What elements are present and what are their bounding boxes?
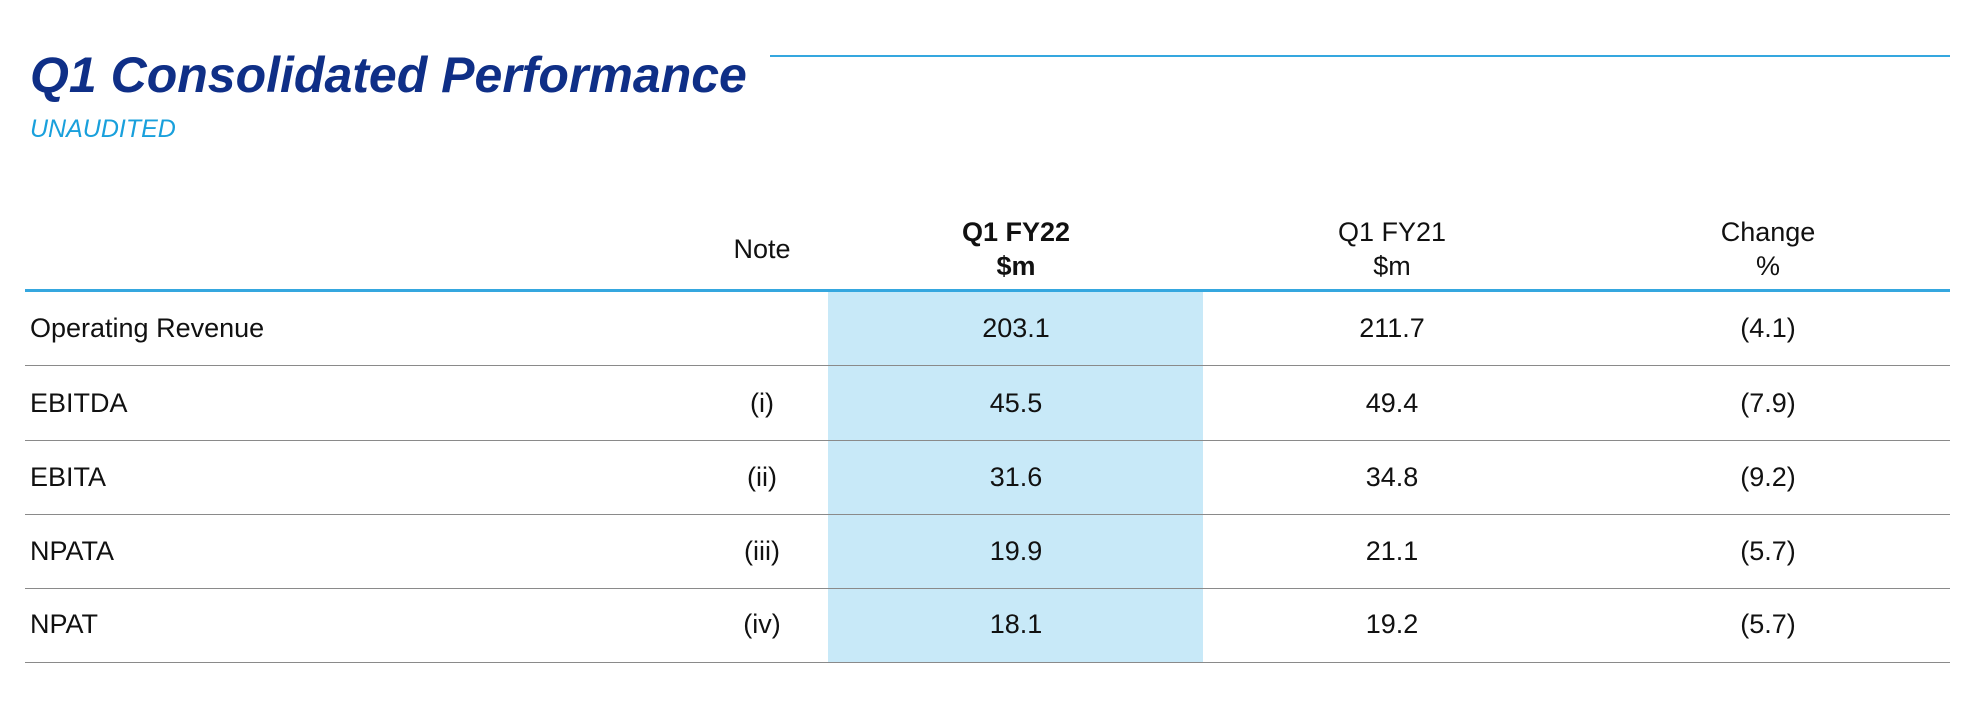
row-change-value: (7.9) [1740,388,1796,418]
row-prior-value: 19.2 [1365,609,1419,639]
row-divider [25,440,1950,441]
row-change-value: (9.2) [1740,462,1796,492]
row-current-value: 31.6 [989,462,1043,492]
row-prior-value: 49.4 [1365,388,1419,418]
row-divider [25,588,1950,589]
row-label: EBITA [30,462,107,492]
page-title: Q1 Consolidated Performance [30,47,747,103]
row-current-value: 19.9 [989,536,1043,566]
row-label: NPATA [30,536,115,566]
row-change-value: (5.7) [1740,536,1796,566]
row-note: (iv) [743,609,781,639]
row-label: Operating Revenue [30,313,265,343]
header-current-period: Q1 FY22 $m [962,215,1070,283]
header-current-unit: $m [996,251,1036,281]
current-period-highlight [828,291,1203,663]
row-divider [25,365,1950,366]
header-divider [25,289,1950,292]
row-label: EBITDA [30,388,128,418]
row-divider [25,514,1950,515]
title-divider [770,55,1950,57]
row-prior-value: 211.7 [1359,313,1425,343]
header-prior-period: Q1 FY21 $m [1338,215,1446,283]
header-change-label: Change [1720,217,1816,247]
row-note: (i) [750,388,774,418]
row-current-value: 18.1 [989,609,1043,639]
row-prior-value: 21.1 [1365,536,1419,566]
page-subtitle: UNAUDITED [30,115,176,143]
row-change-value: (5.7) [1740,609,1796,639]
row-note: (iii) [744,536,780,566]
header-prior-period-label: Q1 FY21 [1337,217,1447,247]
table-bottom-divider [25,662,1950,663]
header-change: Change % [1721,215,1816,283]
row-current-value: 203.1 [982,313,1050,343]
row-current-value: 45.5 [989,388,1043,418]
header-change-unit: % [1755,251,1780,281]
row-label: NPAT [30,609,99,639]
header-current-period-label: Q1 FY22 [961,217,1071,247]
header-note: Note [733,234,791,264]
row-change-value: (4.1) [1740,313,1796,343]
row-note: (ii) [747,462,777,492]
row-prior-value: 34.8 [1365,462,1419,492]
header-prior-unit: $m [1373,251,1411,281]
